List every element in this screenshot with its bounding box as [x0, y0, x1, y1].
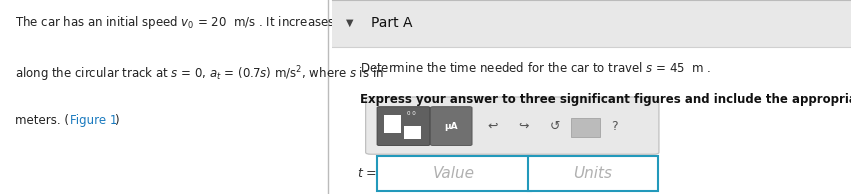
Text: ↺: ↺ — [550, 120, 560, 133]
Text: ): ) — [114, 114, 118, 127]
FancyBboxPatch shape — [377, 156, 531, 191]
Text: ▼: ▼ — [346, 18, 354, 28]
Bar — [384, 115, 401, 133]
Text: $t$ =: $t$ = — [357, 167, 377, 180]
Text: ?: ? — [612, 120, 618, 133]
FancyBboxPatch shape — [377, 107, 430, 146]
Bar — [404, 126, 421, 139]
Text: meters. (: meters. ( — [14, 114, 69, 127]
Text: The car has an initial speed $v_0$ = 20  m/s . It increases its speed: The car has an initial speed $v_0$ = 20 … — [14, 14, 391, 31]
Text: ↩: ↩ — [488, 120, 498, 133]
Text: Part A: Part A — [371, 16, 413, 30]
Bar — [332, 0, 851, 47]
Text: along the circular track at $s$ = 0, $a_t$ = (0.7$s$) m/s$^2$, where $s$ is in: along the circular track at $s$ = 0, $a_… — [14, 64, 384, 84]
Text: μA: μA — [444, 122, 458, 131]
FancyBboxPatch shape — [571, 118, 600, 137]
FancyBboxPatch shape — [366, 97, 659, 154]
Text: Express your answer to three significant figures and include the appropriate uni: Express your answer to three significant… — [361, 93, 851, 106]
Text: Units: Units — [574, 166, 612, 181]
Text: Determine the time needed for the car to travel $s$ = 45  m .: Determine the time needed for the car to… — [361, 61, 711, 75]
Text: Figure 1: Figure 1 — [70, 114, 117, 127]
Text: 0 0: 0 0 — [407, 111, 415, 116]
Text: Value: Value — [433, 166, 475, 181]
FancyBboxPatch shape — [431, 107, 472, 146]
FancyBboxPatch shape — [528, 156, 658, 191]
Text: ↪: ↪ — [519, 120, 529, 133]
